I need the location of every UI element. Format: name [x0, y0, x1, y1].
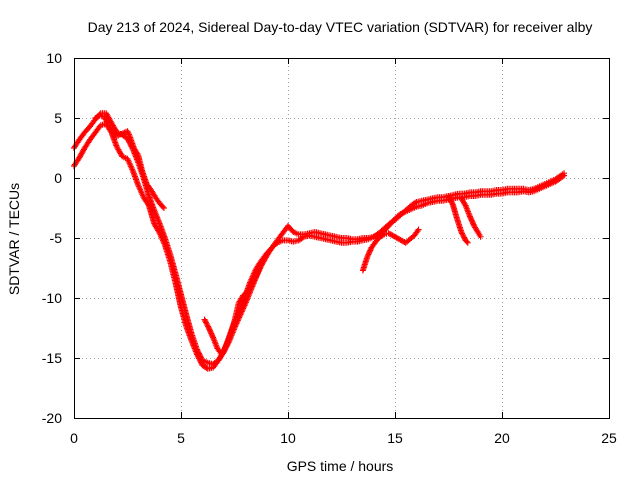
data-point-marker — [272, 241, 279, 247]
data-point-marker — [208, 330, 215, 337]
data-point-marker — [561, 172, 568, 179]
axis-tick-labels: 0 5 10 15 20 25 -20 -15 -10 -5 0 5 10 — [42, 50, 617, 446]
y-tick-label: -15 — [42, 350, 62, 366]
data-point-marker — [463, 238, 470, 245]
x-tick-label: 10 — [280, 430, 296, 446]
data-point-marker — [205, 325, 212, 331]
data-point-marker — [255, 267, 262, 274]
data-point-marker — [206, 326, 213, 333]
axis-ticks — [74, 58, 610, 419]
data-point-marker — [469, 220, 476, 227]
data-point-marker — [194, 352, 201, 359]
data-point-marker — [257, 263, 264, 270]
data-point-marker — [366, 250, 373, 257]
x-axis-title: GPS time / hours — [287, 458, 394, 474]
y-tick-label: 0 — [54, 170, 62, 186]
data-point-marker — [469, 218, 476, 225]
data-point-marker — [197, 358, 204, 365]
x-tick-label: 15 — [387, 430, 403, 446]
data-point-marker — [468, 217, 475, 224]
data-point-marker — [254, 270, 261, 277]
data-point-marker — [207, 329, 214, 336]
data-point-marker — [415, 226, 422, 233]
data-point-marker — [253, 272, 260, 279]
data-point-marker — [366, 248, 373, 255]
data-point-marker — [160, 205, 167, 211]
y-tick-label: 10 — [46, 50, 62, 66]
data-point-marker — [254, 269, 261, 276]
data-point-marker — [194, 351, 201, 358]
data-point-marker — [365, 251, 372, 258]
data-point-marker — [466, 213, 473, 220]
data-point-marker — [207, 327, 214, 334]
y-tick-label: -20 — [42, 410, 62, 426]
data-point-marker — [252, 273, 259, 280]
data-point-marker — [195, 354, 202, 361]
data-point-marker — [299, 234, 306, 241]
y-tick-label: 5 — [54, 110, 62, 126]
data-point-marker — [468, 216, 475, 223]
data-point-marker — [464, 239, 471, 246]
chart-title: Day 213 of 2024, Sidereal Day-to-day VTE… — [88, 19, 593, 35]
data-point-marker — [208, 331, 215, 338]
data-point-marker — [256, 265, 263, 272]
x-tick-label: 20 — [494, 430, 510, 446]
x-tick-label: 0 — [70, 430, 78, 446]
data-point-marker — [396, 212, 403, 219]
data-series-3 — [92, 112, 484, 358]
x-tick-label: 25 — [601, 430, 617, 446]
data-point-marker — [198, 359, 205, 366]
y-tick-label: -5 — [50, 230, 63, 246]
data-point-marker — [467, 214, 474, 221]
data-point-marker — [255, 266, 262, 273]
data-point-marker — [477, 233, 484, 240]
data-point-marker — [196, 356, 203, 363]
y-tick-label: -10 — [42, 290, 62, 306]
data-point-marker — [159, 203, 166, 210]
data-point-marker — [367, 247, 374, 254]
data-points — [71, 110, 568, 372]
data-point-marker — [196, 355, 203, 362]
data-point-marker — [364, 254, 371, 261]
x-tick-label: 5 — [177, 430, 185, 446]
data-point-marker — [209, 333, 216, 340]
y-axis-title: SDTVAR / TECUs — [6, 183, 22, 295]
data-point-marker — [364, 252, 371, 259]
